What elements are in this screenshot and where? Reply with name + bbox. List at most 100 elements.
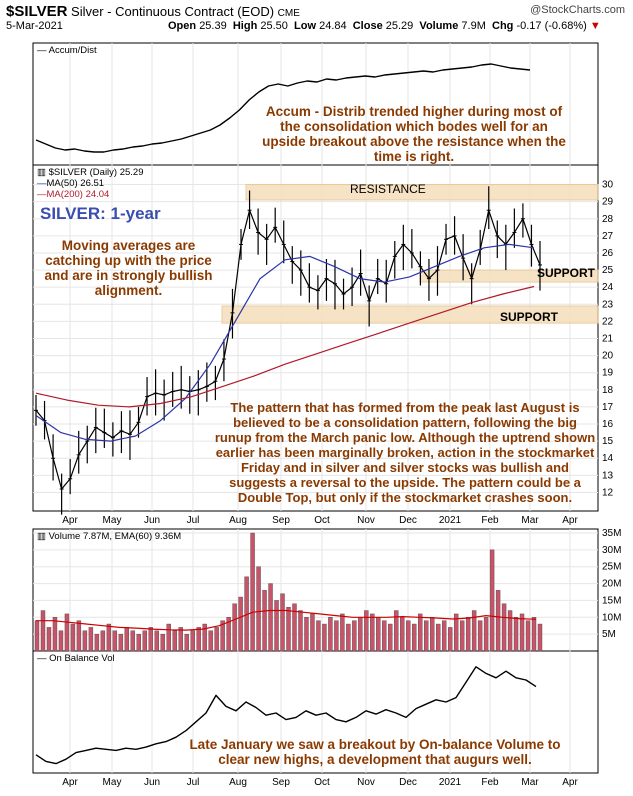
y-tick-label: 12	[602, 487, 614, 498]
volume-legend-text: Volume 7.87M, EMA(60) 9.36M	[48, 531, 182, 542]
y-tick-label: 20	[602, 351, 614, 362]
y-tick-label: 28	[602, 214, 614, 225]
volume-bar	[519, 613, 525, 652]
volume-bar	[40, 610, 46, 652]
volume-bar	[94, 633, 100, 652]
volume-bar	[507, 610, 513, 652]
volume-bar	[465, 617, 471, 652]
volume-bar	[394, 610, 399, 652]
y-tick-label: 21	[602, 334, 614, 345]
x-tick-label: Nov	[357, 515, 375, 526]
volume-bar	[172, 630, 177, 652]
accum-legend: — Accum/Dist	[37, 45, 97, 56]
obv-annotation: Late January we saw a breakout by On-bal…	[189, 737, 561, 767]
volume-legend: ▥ Volume 7.87M, EMA(60) 9.36M	[37, 531, 182, 542]
volume-bar	[334, 620, 339, 652]
volume-bar	[483, 617, 489, 652]
volume-bar	[106, 623, 112, 652]
y-tick-label: 15	[602, 436, 614, 447]
y-tick-label: 17	[602, 402, 614, 413]
volume-bar	[196, 627, 201, 652]
low-label: Low	[294, 20, 317, 32]
x-tick-label: Oct	[314, 777, 330, 788]
volume-y-tick: 25M	[602, 562, 621, 573]
volume-bar	[298, 610, 303, 652]
volume-bar	[489, 549, 495, 652]
y-tick-label: 30	[602, 180, 614, 191]
high-value: 25.50	[260, 20, 288, 32]
support-upper-label: SUPPORT	[537, 266, 596, 280]
volume-bar	[316, 620, 321, 652]
volume-bar	[436, 623, 441, 652]
volume-bar	[130, 630, 136, 652]
volume-bar	[274, 600, 279, 652]
volume-bar	[364, 610, 369, 652]
x-tick-label: Jul	[187, 777, 200, 788]
x-tick-label: Jun	[144, 515, 160, 526]
volume-bar	[112, 630, 118, 652]
y-tick-label: 26	[602, 248, 614, 259]
volume-bar	[154, 630, 159, 652]
x-tick-label: Jun	[144, 777, 160, 788]
volume-bar	[525, 620, 531, 652]
volume-bar	[352, 620, 357, 652]
volume-bar	[382, 620, 387, 652]
title-rest: Silver - Continuous Contract (EOD)	[71, 4, 275, 19]
x-tick-label: 2021	[439, 515, 462, 526]
resistance-label: RESISTANCE	[350, 182, 426, 196]
volume-bar	[142, 630, 147, 652]
x-tick-label: Sep	[272, 777, 290, 788]
volume-bar	[214, 627, 219, 652]
chg-value: -0.17 (-0.68%)	[516, 20, 587, 32]
volume-panel	[32, 528, 599, 652]
x-tick-label: Dec	[399, 777, 417, 788]
volume-bar	[268, 583, 273, 652]
y-tick-label: 22	[602, 316, 614, 327]
y-tick-label: 18	[602, 385, 614, 396]
volume-bar	[262, 590, 267, 652]
volume-bar	[513, 617, 519, 652]
y-tick-label: 27	[602, 231, 614, 242]
chart-date: 5-Mar-2021	[6, 20, 63, 32]
volume-bar	[537, 623, 543, 652]
x-tick-label: Apr	[62, 777, 78, 788]
volume-bar	[238, 596, 243, 652]
volume-bar	[88, 627, 94, 652]
volume-bar	[495, 590, 501, 652]
obv-legend-text: On Balance Vol	[49, 653, 115, 664]
support-lower-label: SUPPORT	[500, 310, 559, 324]
x-tick-label: Oct	[314, 515, 330, 526]
volume-bar	[136, 633, 141, 652]
zone-band	[245, 184, 599, 201]
volume-bar	[471, 610, 477, 652]
x-tick-label: Aug	[229, 515, 247, 526]
x-tick-label: Feb	[481, 515, 499, 526]
volume-bar	[118, 633, 124, 652]
volume-y-tick: 15M	[602, 595, 621, 606]
x-tick-label: Apr	[562, 777, 578, 788]
volume-bar	[430, 617, 435, 652]
x-tick-label: Feb	[481, 777, 499, 788]
x-tick-label: Apr	[562, 515, 578, 526]
volume-y-tick: 20M	[602, 579, 621, 590]
volume-bar	[358, 617, 363, 652]
volume-bar	[202, 623, 207, 652]
obv-legend: — On Balance Vol	[37, 653, 115, 664]
accum-line	[35, 63, 531, 153]
big-chart-title: SILVER: 1-year	[40, 204, 161, 223]
volume-bar	[280, 593, 285, 652]
x-tick-label: Nov	[357, 777, 375, 788]
volume-bar	[447, 627, 453, 652]
volume-bar	[256, 566, 261, 652]
volume-bar	[424, 620, 429, 652]
exchange: CME	[277, 8, 300, 19]
volume-bar	[76, 620, 82, 652]
volume-bar	[220, 620, 225, 652]
x-tick-label: Jul	[187, 515, 200, 526]
y-tick-label: 13	[602, 470, 614, 481]
volume-bar	[46, 627, 52, 652]
x-tick-label: 2021	[439, 777, 462, 788]
pattern-annotation: The pattern that has formed from the pea…	[214, 400, 596, 505]
accum-panel	[32, 42, 599, 166]
volume-bar	[531, 617, 537, 652]
